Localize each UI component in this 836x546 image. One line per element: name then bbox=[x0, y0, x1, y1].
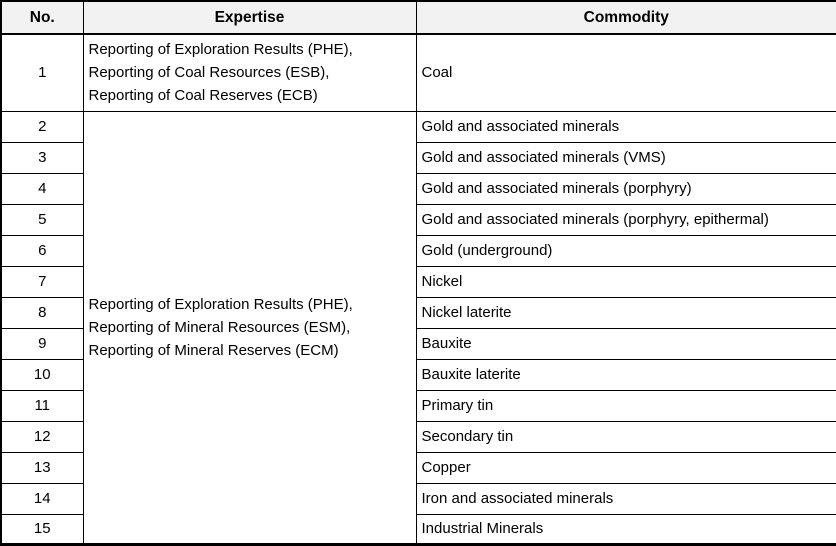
no-cell: 4 bbox=[0, 172, 84, 205]
commodity-cell: Gold and associated minerals (VMS) bbox=[415, 141, 836, 174]
commodity-cell: Gold and associated minerals bbox=[415, 110, 836, 143]
commodity-cell: Coal bbox=[415, 33, 836, 112]
commodity-cell: Gold and associated minerals (porphyry, … bbox=[415, 203, 836, 236]
no-cell: 3 bbox=[0, 141, 84, 174]
header-cell-no: No. bbox=[0, 0, 84, 35]
header-cell-expertise: Expertise bbox=[82, 0, 417, 35]
commodity-cell: Nickel bbox=[415, 265, 836, 298]
header-row: No. Expertise Commodity bbox=[0, 0, 836, 35]
commodity-cell: Copper bbox=[415, 451, 836, 484]
commodity-cell: Primary tin bbox=[415, 389, 836, 422]
commodity-cell: Secondary tin bbox=[415, 420, 836, 453]
expertise-line: Reporting of Coal Reserves (ECB) bbox=[88, 87, 318, 105]
table-row: 15 Industrial Minerals bbox=[0, 513, 836, 546]
table-row: 2 Reporting of Exploration Results (PHE)… bbox=[0, 110, 836, 546]
no-cell: 15 bbox=[0, 513, 84, 546]
expertise-cell-coal: Reporting of Exploration Results (PHE), … bbox=[82, 33, 417, 112]
table-row: 9 Bauxite bbox=[0, 327, 836, 360]
expertise-line: Reporting of Mineral Reserves (ECM) bbox=[88, 341, 339, 359]
no-cell: 6 bbox=[0, 234, 84, 267]
no-cell: 10 bbox=[0, 358, 84, 391]
no-cell: 9 bbox=[0, 327, 84, 360]
table-row: 13 Copper bbox=[0, 451, 836, 484]
no-cell: 2 bbox=[0, 110, 84, 143]
header-cell-commodity: Commodity bbox=[415, 0, 836, 35]
table-row: 5 Gold and associated minerals (porphyry… bbox=[0, 203, 836, 236]
table-row: 14 Iron and associated minerals bbox=[0, 482, 836, 515]
expertise-line: Reporting of Exploration Results (PHE), bbox=[88, 295, 353, 313]
expertise-line: Reporting of Exploration Results (PHE), bbox=[88, 41, 353, 59]
expertise-line: Reporting of Coal Resources (ESB), bbox=[88, 64, 330, 82]
table-row: 10 Bauxite laterite bbox=[0, 358, 836, 391]
no-cell: 13 bbox=[0, 451, 84, 484]
commodity-cell: Bauxite laterite bbox=[415, 358, 836, 391]
no-cell: 7 bbox=[0, 265, 84, 298]
commodity-cell: Industrial Minerals bbox=[415, 513, 836, 546]
table-row: 11 Primary tin bbox=[0, 389, 836, 422]
commodity-cell: Nickel laterite bbox=[415, 296, 836, 329]
no-cell: 5 bbox=[0, 203, 84, 236]
no-cell: 8 bbox=[0, 296, 84, 329]
no-cell: 11 bbox=[0, 389, 84, 422]
table-row: 7 Nickel bbox=[0, 265, 836, 298]
expertise-line: Reporting of Mineral Resources (ESM), bbox=[88, 318, 351, 336]
no-cell: 1 bbox=[0, 33, 84, 112]
table-row: 1 Reporting of Exploration Results (PHE)… bbox=[0, 33, 836, 112]
no-cell: 14 bbox=[0, 482, 84, 515]
table-row: 12 Secondary tin bbox=[0, 420, 836, 453]
no-cell: 12 bbox=[0, 420, 84, 453]
table-row: 6 Gold (underground) bbox=[0, 234, 836, 267]
commodity-cell: Gold (underground) bbox=[415, 234, 836, 267]
commodity-cell: Bauxite bbox=[415, 327, 836, 360]
commodity-cell: Gold and associated minerals (porphyry) bbox=[415, 172, 836, 205]
commodity-cell: Iron and associated minerals bbox=[415, 482, 836, 515]
table-row: 8 Nickel laterite bbox=[0, 296, 836, 329]
expertise-cell-mineral: Reporting of Exploration Results (PHE), … bbox=[82, 110, 417, 546]
